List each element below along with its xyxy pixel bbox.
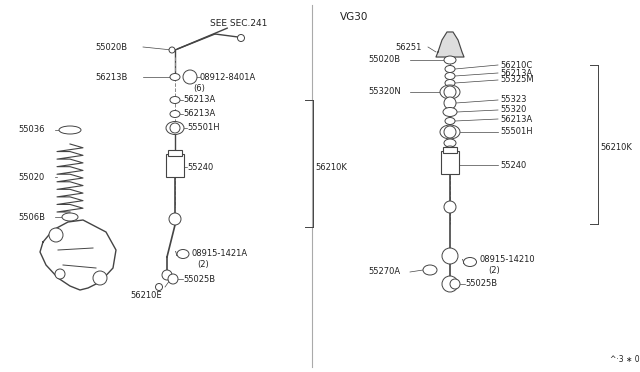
Circle shape bbox=[49, 228, 63, 242]
Circle shape bbox=[444, 201, 456, 213]
Ellipse shape bbox=[440, 125, 460, 139]
Text: 56210K: 56210K bbox=[600, 142, 632, 151]
Text: 56213B: 56213B bbox=[95, 73, 127, 81]
Ellipse shape bbox=[170, 110, 180, 118]
Circle shape bbox=[170, 123, 180, 133]
Text: 56210C: 56210C bbox=[500, 61, 532, 70]
Ellipse shape bbox=[445, 118, 455, 125]
Text: 56251: 56251 bbox=[395, 42, 421, 51]
Circle shape bbox=[450, 279, 460, 289]
Ellipse shape bbox=[170, 96, 180, 103]
Text: 55323: 55323 bbox=[500, 96, 527, 105]
Text: 55020: 55020 bbox=[18, 173, 44, 182]
Text: (2): (2) bbox=[488, 266, 500, 276]
Ellipse shape bbox=[166, 122, 184, 135]
Circle shape bbox=[237, 35, 244, 42]
Bar bbox=[166, 154, 184, 177]
Ellipse shape bbox=[59, 126, 81, 134]
Text: 08915-14210: 08915-14210 bbox=[480, 256, 536, 264]
Text: (6): (6) bbox=[193, 84, 205, 93]
Text: 55025B: 55025B bbox=[183, 275, 215, 283]
Bar bbox=[168, 150, 182, 156]
Text: 55320: 55320 bbox=[500, 106, 526, 115]
Text: 55325M: 55325M bbox=[500, 76, 534, 84]
Circle shape bbox=[156, 283, 163, 291]
Ellipse shape bbox=[445, 73, 455, 80]
Text: W: W bbox=[461, 259, 468, 265]
Ellipse shape bbox=[445, 80, 455, 87]
Text: 56210E: 56210E bbox=[130, 291, 162, 299]
Ellipse shape bbox=[62, 213, 78, 221]
Text: 08915-1421A: 08915-1421A bbox=[191, 250, 247, 259]
Text: 55240: 55240 bbox=[500, 160, 526, 170]
Ellipse shape bbox=[463, 257, 477, 266]
Ellipse shape bbox=[444, 56, 456, 64]
Circle shape bbox=[444, 97, 456, 109]
Text: 56210K: 56210K bbox=[315, 163, 347, 171]
Text: ^·3 ∗ 0090: ^·3 ∗ 0090 bbox=[610, 356, 640, 365]
Text: 55270A: 55270A bbox=[368, 267, 400, 276]
Circle shape bbox=[444, 126, 456, 138]
Circle shape bbox=[93, 271, 107, 285]
Ellipse shape bbox=[445, 65, 455, 73]
Text: 56213A: 56213A bbox=[500, 115, 532, 124]
Text: 55020B: 55020B bbox=[368, 55, 400, 64]
Text: SEE SEC.241: SEE SEC.241 bbox=[210, 19, 268, 29]
Text: 56213A: 56213A bbox=[500, 68, 532, 77]
Text: 55036: 55036 bbox=[18, 125, 45, 135]
Ellipse shape bbox=[444, 146, 456, 154]
Text: 55240: 55240 bbox=[187, 163, 213, 171]
Ellipse shape bbox=[444, 139, 456, 147]
Text: 5506B: 5506B bbox=[18, 212, 45, 221]
Circle shape bbox=[169, 213, 181, 225]
Bar bbox=[443, 147, 457, 153]
Circle shape bbox=[55, 269, 65, 279]
Text: 55501H: 55501H bbox=[500, 128, 532, 137]
Polygon shape bbox=[436, 32, 464, 57]
Text: 55320N: 55320N bbox=[368, 87, 401, 96]
Circle shape bbox=[442, 248, 458, 264]
Text: (2): (2) bbox=[197, 260, 209, 269]
Circle shape bbox=[183, 70, 197, 84]
Ellipse shape bbox=[440, 85, 460, 99]
Circle shape bbox=[168, 274, 178, 284]
Circle shape bbox=[444, 86, 456, 98]
Ellipse shape bbox=[177, 250, 189, 259]
Circle shape bbox=[162, 270, 172, 280]
Text: 56213A: 56213A bbox=[183, 96, 215, 105]
Text: 08912-8401A: 08912-8401A bbox=[200, 73, 256, 81]
Text: 55025B: 55025B bbox=[465, 279, 497, 289]
Text: 55020B: 55020B bbox=[95, 42, 127, 51]
Text: 56213A: 56213A bbox=[183, 109, 215, 119]
Ellipse shape bbox=[443, 108, 457, 116]
Circle shape bbox=[169, 47, 175, 53]
Circle shape bbox=[442, 276, 458, 292]
Text: 55501H: 55501H bbox=[187, 124, 220, 132]
Text: W: W bbox=[175, 251, 181, 257]
Text: VG30: VG30 bbox=[340, 12, 369, 22]
Text: N: N bbox=[187, 73, 193, 81]
Ellipse shape bbox=[423, 265, 437, 275]
Bar bbox=[441, 151, 459, 174]
Ellipse shape bbox=[170, 74, 180, 80]
